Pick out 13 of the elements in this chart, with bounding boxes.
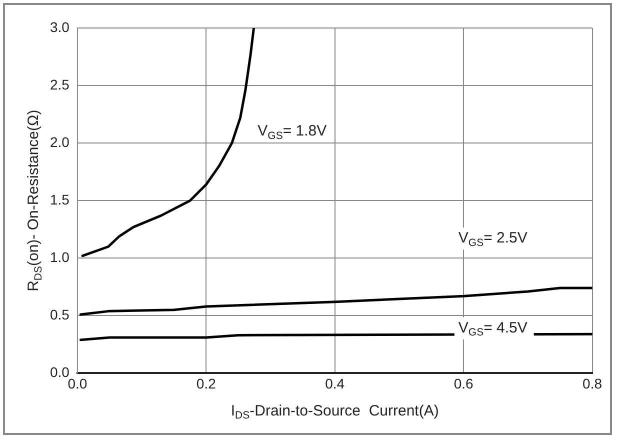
x-tick-label: 0.2 (196, 375, 216, 392)
y-tick-label: 1.5 (50, 191, 70, 208)
y-tick-label: 0.5 (50, 306, 70, 323)
y-tick-label: 2.0 (50, 134, 70, 150)
y-tick-label: 2.5 (50, 76, 70, 92)
x-tick-label: 0.6 (454, 375, 474, 392)
x-tick-label: 0.8 (582, 375, 602, 392)
y-axis-title: RDS(on)- On-Resistance(Ω) (25, 110, 44, 292)
y-tick-label: 0.0 (50, 364, 70, 380)
x-tick-label: 0.0 (68, 375, 88, 392)
x-tick-label: 0.4 (325, 375, 345, 392)
y-tick-label: 3.0 (50, 18, 70, 35)
y-tick-label: 1.0 (50, 248, 70, 265)
